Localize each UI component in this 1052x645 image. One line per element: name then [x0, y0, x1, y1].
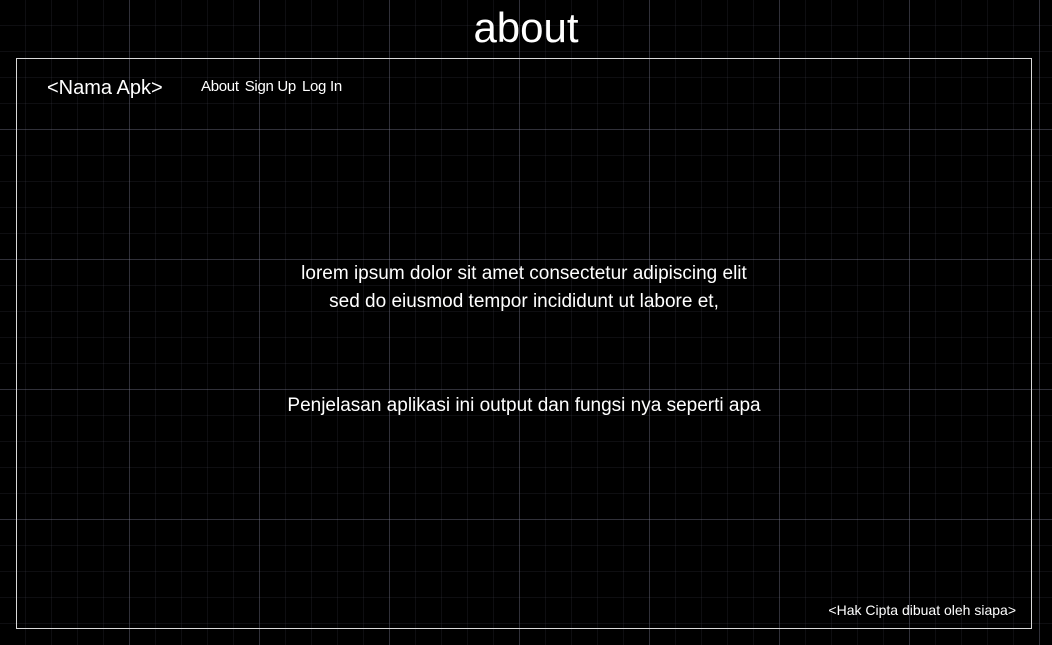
app-name-logo[interactable]: <Nama Apk> — [47, 77, 163, 99]
lorem-line-2: sed do eiusmod tempor incididunt ut labo… — [329, 291, 719, 312]
lorem-paragraph: lorem ipsum dolor sit amet consectetur a… — [17, 260, 1031, 316]
copyright-footer: <Hak Cipta dibuat oleh siapa> — [828, 602, 1016, 618]
lorem-line-1: lorem ipsum dolor sit amet consectetur a… — [301, 263, 747, 284]
nav-link-log-in[interactable]: Log In — [301, 78, 342, 95]
top-nav: About Sign Up Log In — [201, 78, 342, 96]
nav-link-about[interactable]: About — [201, 78, 239, 95]
app-description: Penjelasan aplikasi ini output dan fungs… — [287, 395, 761, 416]
page-title: about — [473, 4, 579, 51]
wireframe-container: <Nama Apk> About Sign Up Log In lorem ip… — [16, 58, 1032, 629]
nav-link-sign-up[interactable]: Sign Up — [244, 78, 297, 95]
